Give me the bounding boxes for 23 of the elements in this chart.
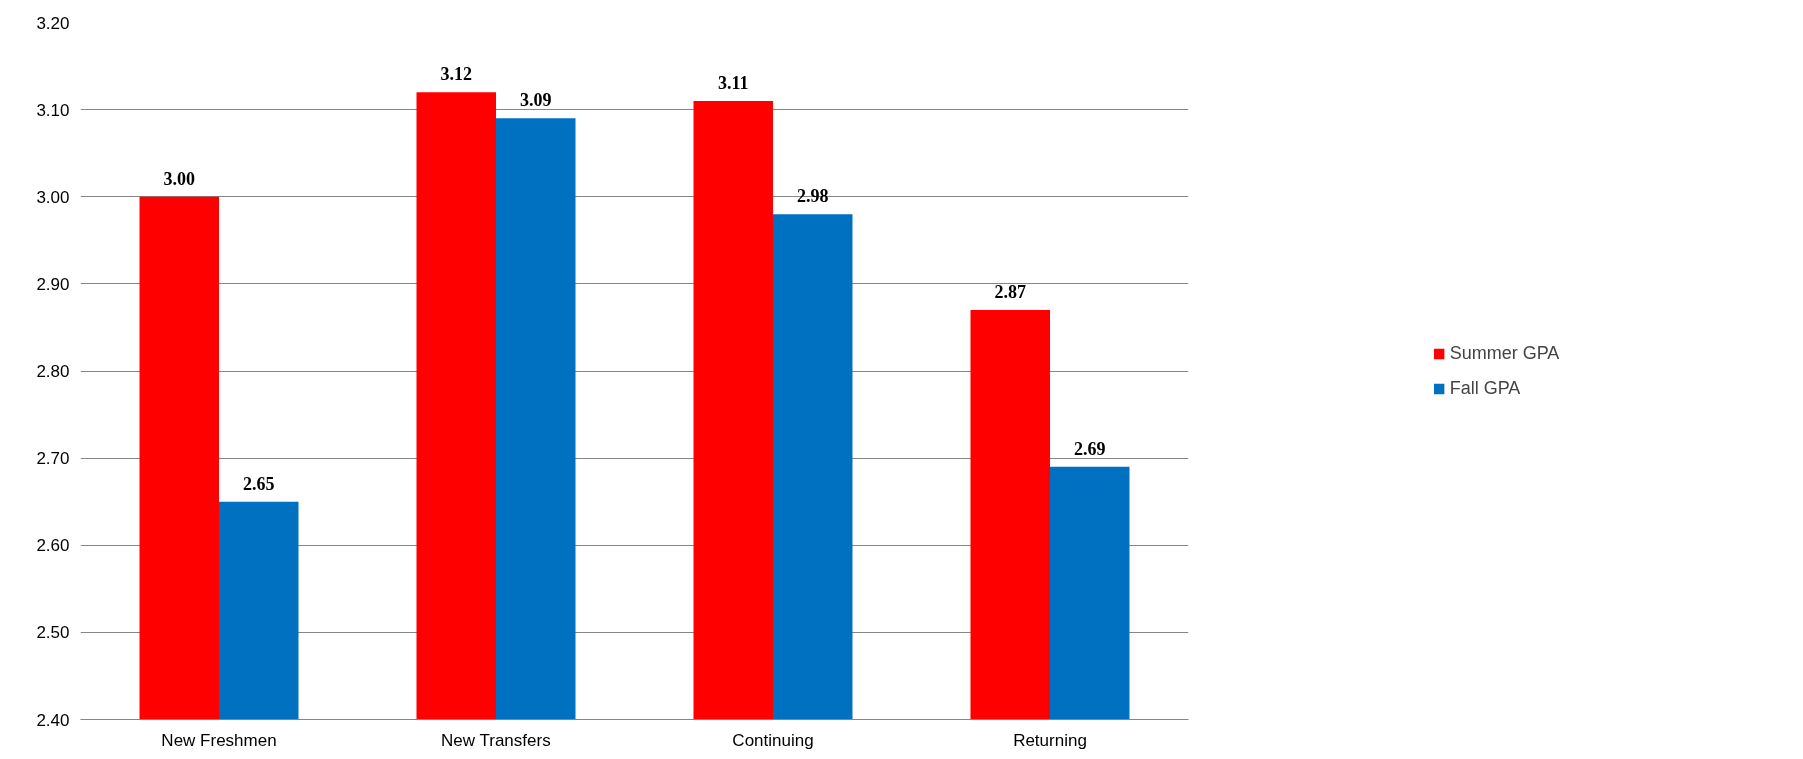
- y-tick-label: 2.90: [36, 274, 70, 294]
- text: 2.65: [243, 473, 275, 494]
- text: 3.00: [163, 168, 195, 189]
- legend-label: Summer GPA: [1449, 342, 1560, 364]
- y-tick-label: 3.10: [36, 100, 70, 120]
- text: 2.98: [797, 186, 829, 207]
- text: 3.11: [718, 72, 749, 93]
- y-tick-label: 2.80: [36, 362, 70, 381]
- y-tick-label: 2.70: [36, 449, 70, 469]
- x-tick-label: Continuing: [732, 730, 814, 750]
- y-tick-label: 2.60: [36, 536, 70, 556]
- y-tick-label: 2.40: [36, 710, 70, 730]
- text: 3.12: [440, 64, 472, 85]
- y-tick-label: 2.50: [36, 623, 70, 643]
- y-tick-label: 3.20: [36, 13, 70, 33]
- legend-label: Fall GPA: [1449, 377, 1521, 399]
- text: 2.87: [994, 282, 1026, 303]
- x-tick-label: Returning: [1013, 730, 1087, 750]
- text: 3.09: [520, 90, 552, 111]
- text: 2.69: [1074, 438, 1106, 459]
- x-tick-label: New Freshmen: [161, 730, 277, 750]
- y-tick-label: 3.00: [36, 187, 70, 207]
- x-tick-label: New Transfers: [441, 730, 551, 750]
